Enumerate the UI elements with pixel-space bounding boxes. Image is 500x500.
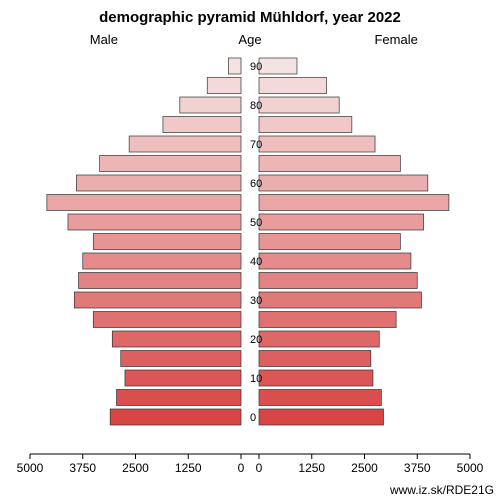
age-axis-label: 40 <box>250 256 262 268</box>
female-bar-age-5 <box>259 390 381 406</box>
male-bar-age-80 <box>180 97 241 113</box>
female-label: Female <box>374 32 417 47</box>
population-pyramid-chart: 5000375025001250001250250037505000908070… <box>0 0 500 500</box>
female-bar-age-0 <box>259 409 383 425</box>
female-bar-age-15 <box>259 351 371 367</box>
male-bar-age-40 <box>83 253 241 269</box>
x-tick-label-right: 5000 <box>457 461 484 475</box>
chart-title: demographic pyramid Mühldorf, year 2022 <box>99 9 401 26</box>
age-axis-label: 10 <box>250 373 262 385</box>
x-tick-label-right: 2500 <box>351 461 378 475</box>
female-bar-age-80 <box>259 97 339 113</box>
age-axis-label: 20 <box>250 334 262 346</box>
male-bar-age-60 <box>76 175 241 191</box>
male-bar-age-70 <box>129 136 241 152</box>
male-bar-age-35 <box>79 273 241 289</box>
male-label: Male <box>90 32 118 47</box>
chart-svg: 5000375025001250001250250037505000908070… <box>0 0 500 500</box>
male-bar-age-5 <box>117 390 241 406</box>
male-bar-age-10 <box>125 370 241 386</box>
x-tick-label-right: 0 <box>256 461 263 475</box>
female-bar-age-70 <box>259 136 375 152</box>
female-bar-age-25 <box>259 312 396 328</box>
male-bar-age-90 <box>228 58 241 74</box>
male-bar-age-30 <box>74 292 241 308</box>
x-tick-label-left: 5000 <box>17 461 44 475</box>
male-bar-age-20 <box>112 331 241 347</box>
male-bar-age-55 <box>47 195 241 211</box>
x-tick-label-left: 2500 <box>122 461 149 475</box>
x-tick-label-right: 1250 <box>298 461 325 475</box>
x-tick-label-left: 3750 <box>69 461 96 475</box>
x-tick-label-left: 1250 <box>175 461 202 475</box>
male-bar-age-0 <box>110 409 241 425</box>
age-axis-label: 90 <box>250 61 262 73</box>
female-bar-age-65 <box>259 156 400 172</box>
female-bar-age-50 <box>259 214 424 230</box>
female-bar-age-35 <box>259 273 417 289</box>
female-bar-age-75 <box>259 117 352 133</box>
male-bar-age-15 <box>121 351 241 367</box>
male-bar-age-85 <box>207 78 241 94</box>
source-link: www.iz.sk/RDE21G <box>389 483 494 497</box>
age-axis-label: 30 <box>250 295 262 307</box>
male-bar-age-65 <box>100 156 241 172</box>
female-bar-age-85 <box>259 78 327 94</box>
female-bar-age-90 <box>259 58 297 74</box>
x-tick-label-left: 0 <box>238 461 245 475</box>
female-bar-age-20 <box>259 331 379 347</box>
age-axis-label: 70 <box>250 139 262 151</box>
age-axis-label: 60 <box>250 178 262 190</box>
male-bar-age-25 <box>93 312 241 328</box>
age-label: Age <box>238 32 261 47</box>
female-bar-age-30 <box>259 292 421 308</box>
x-tick-label-right: 3750 <box>404 461 431 475</box>
male-bar-age-50 <box>68 214 241 230</box>
female-bar-age-55 <box>259 195 449 211</box>
male-bar-age-75 <box>163 117 241 133</box>
female-bar-age-45 <box>259 234 400 250</box>
female-bar-age-10 <box>259 370 373 386</box>
age-axis-label: 80 <box>250 100 262 112</box>
female-bar-age-40 <box>259 253 411 269</box>
age-axis-label: 0 <box>250 412 256 424</box>
female-bar-age-60 <box>259 175 428 191</box>
male-bar-age-45 <box>93 234 241 250</box>
age-axis-label: 50 <box>250 217 262 229</box>
